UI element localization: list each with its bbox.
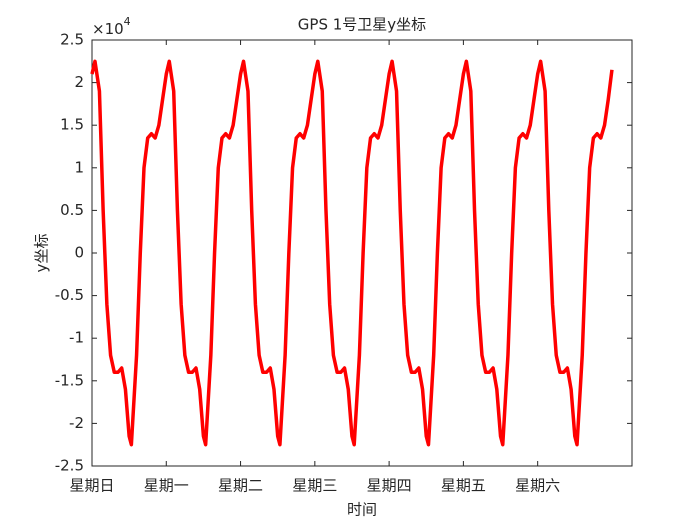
y-tick-label: -2.5 xyxy=(55,457,84,475)
y-tick-label: 0 xyxy=(74,244,84,262)
x-tick-label: 星期二 xyxy=(218,477,263,495)
x-tick-label: 星期六 xyxy=(515,477,560,495)
x-tick-label: 星期五 xyxy=(441,477,486,495)
y-tick-label: -2 xyxy=(69,414,84,432)
y-tick-label: -0.5 xyxy=(55,286,84,304)
y-tick-label: 1 xyxy=(74,158,84,176)
x-tick-label: 星期三 xyxy=(292,477,337,495)
y-tick-label: 2 xyxy=(74,73,84,91)
y-tick-label: 0.5 xyxy=(60,201,84,219)
data-line xyxy=(90,59,614,447)
y-tick-label: 2.5 xyxy=(60,31,84,49)
multiplier-base: ×10 xyxy=(92,20,124,38)
x-tick-label: 星期四 xyxy=(367,477,412,495)
y-tick-label: -1.5 xyxy=(55,371,84,389)
x-tick-label: 星期日 xyxy=(69,477,114,495)
y-axis-label: y坐标 xyxy=(33,234,51,273)
chart-title: GPS 1号卫星y坐标 xyxy=(298,16,426,34)
x-tick-label: 星期一 xyxy=(144,477,189,495)
y-multiplier: ×104 xyxy=(92,15,131,38)
y-tick-label: 1.5 xyxy=(60,116,84,134)
x-axis-label: 时间 xyxy=(347,501,377,519)
multiplier-exponent: 4 xyxy=(124,15,131,28)
y-tick-label: -1 xyxy=(69,329,84,347)
